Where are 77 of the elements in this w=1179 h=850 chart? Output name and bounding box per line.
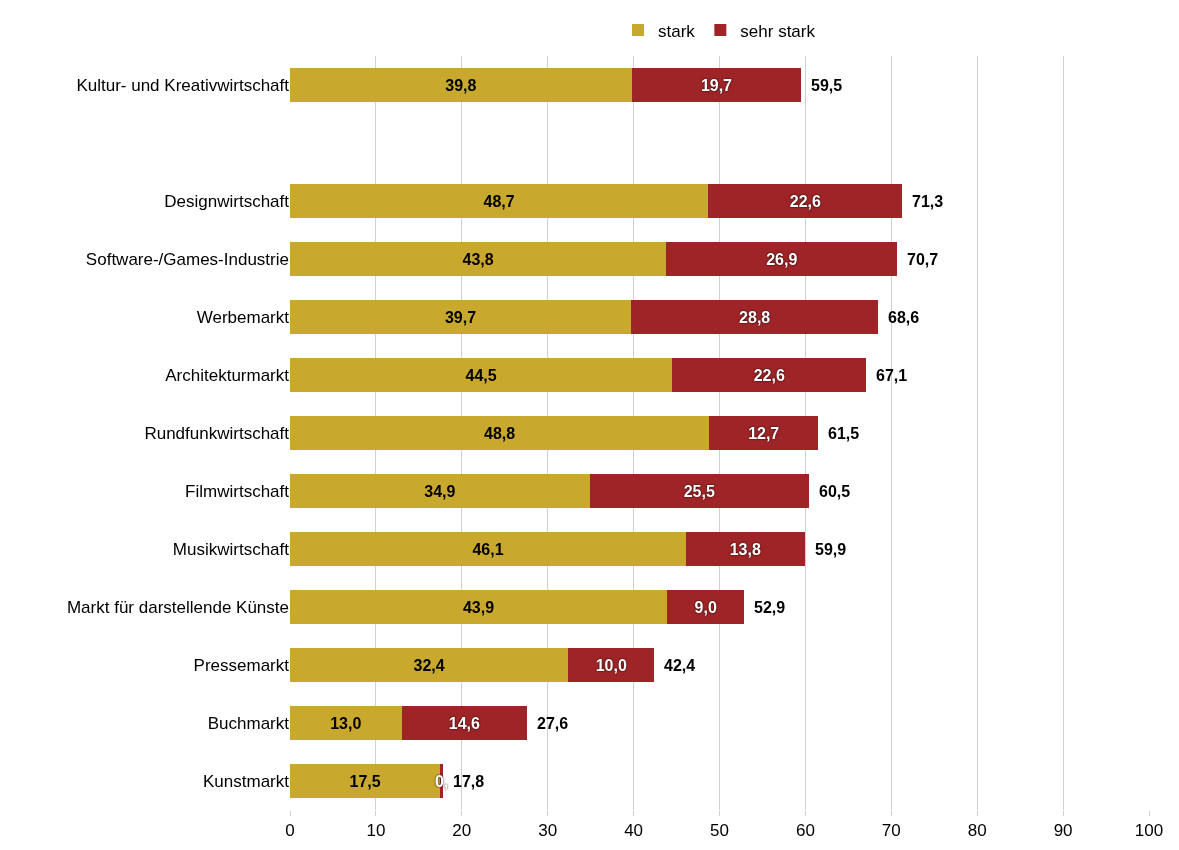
total-label: 17,8 (453, 773, 485, 790)
total-label: 61,5 (828, 425, 860, 442)
data-label: 12,7 (748, 424, 780, 442)
bar (290, 705, 402, 741)
total-label: 59,5 (811, 77, 843, 94)
data-label: 25,5 (683, 482, 715, 500)
x-tick-label: 0 (285, 821, 295, 841)
total-label: 68,6 (888, 309, 920, 326)
x-tick-label: 100 (1134, 821, 1164, 841)
total-label: 42,4 (664, 657, 696, 674)
data-label: 22,6 (789, 192, 822, 210)
x-tick-label: 50 (710, 821, 729, 841)
y-tick-label: Software-/Games-Industrie (85, 249, 289, 269)
data-label: 44,5 (465, 366, 497, 384)
data-label: 39,7 (444, 308, 477, 326)
bar (631, 299, 879, 335)
data-label: 13,0 (330, 714, 362, 732)
bar (290, 415, 710, 451)
data-label: 48,8 (483, 424, 516, 442)
data-label: 22,6 (753, 366, 785, 384)
x-tick-label: 10 (366, 821, 386, 841)
x-tick-label: 90 (1053, 821, 1073, 841)
bar (290, 67, 632, 103)
y-tick-label: Markt für darstellende Künste (66, 597, 289, 617)
total-label: 67,1 (876, 367, 908, 384)
data-label: 39,8 (445, 76, 477, 94)
y-tick-label: Filmwirtschaft (185, 481, 290, 501)
data-label: 13,8 (729, 540, 761, 558)
y-tick-label: Werbemarkt (196, 307, 290, 327)
data-label: 26,9 (766, 250, 798, 268)
data-label: 32,4 (413, 656, 445, 674)
bar (290, 531, 686, 567)
data-label: 17,5 (349, 772, 381, 790)
y-tick-label: Designwirtschaft (164, 191, 290, 211)
total-label: 71,3 (912, 193, 944, 210)
y-tick-label: Pressemarkt (193, 655, 290, 675)
bar (290, 589, 668, 625)
y-tick-label: Musikwirtschaft (172, 539, 290, 559)
bar (589, 473, 809, 509)
data-label: 9,0 (694, 598, 717, 616)
total-label: 27,6 (537, 715, 569, 732)
data-label: 34,9 (424, 482, 456, 500)
bar (290, 241, 667, 277)
data-label: 19,7 (700, 76, 733, 94)
y-tick-label: Architekturmarkt (165, 365, 290, 385)
data-label: 43,8 (462, 250, 494, 268)
total-label: 60,5 (819, 483, 851, 500)
x-tick-label: 30 (538, 821, 558, 841)
data-label: 14,6 (448, 714, 480, 732)
y-tick-label: Rundfunkwirtschaft (144, 423, 290, 443)
data-label: 43,9 (462, 598, 495, 616)
legend-label: sehr stark (740, 21, 816, 41)
data-label: 48,7 (483, 192, 515, 210)
x-tick-label: 60 (795, 821, 815, 841)
y-tick-label: Buchmarkt (207, 713, 290, 733)
y-tick-label: Kultur- und Kreativwirtschaft (76, 75, 290, 95)
x-tick-label: 80 (967, 821, 987, 841)
data-label: 46,1 (472, 540, 504, 558)
bar (666, 241, 898, 277)
total-label: 52,9 (754, 599, 786, 616)
y-tick-label: Kunstmarkt (203, 771, 290, 791)
x-tick-label: 70 (881, 821, 901, 841)
data-label: 10,0 (595, 656, 627, 674)
bar (290, 299, 632, 335)
x-tick-label: 40 (624, 821, 644, 841)
legend-label: stark (658, 21, 696, 41)
bar (290, 473, 590, 509)
total-label: 59,9 (815, 541, 847, 558)
data-label: 0, (434, 772, 449, 790)
x-tick-label: 20 (452, 821, 472, 841)
bar (290, 183, 709, 219)
total-label: 70,7 (907, 251, 939, 268)
bar (708, 183, 903, 219)
bar (672, 357, 867, 393)
bar (290, 647, 569, 683)
bar (290, 357, 673, 393)
data-label: 28,8 (739, 308, 771, 326)
